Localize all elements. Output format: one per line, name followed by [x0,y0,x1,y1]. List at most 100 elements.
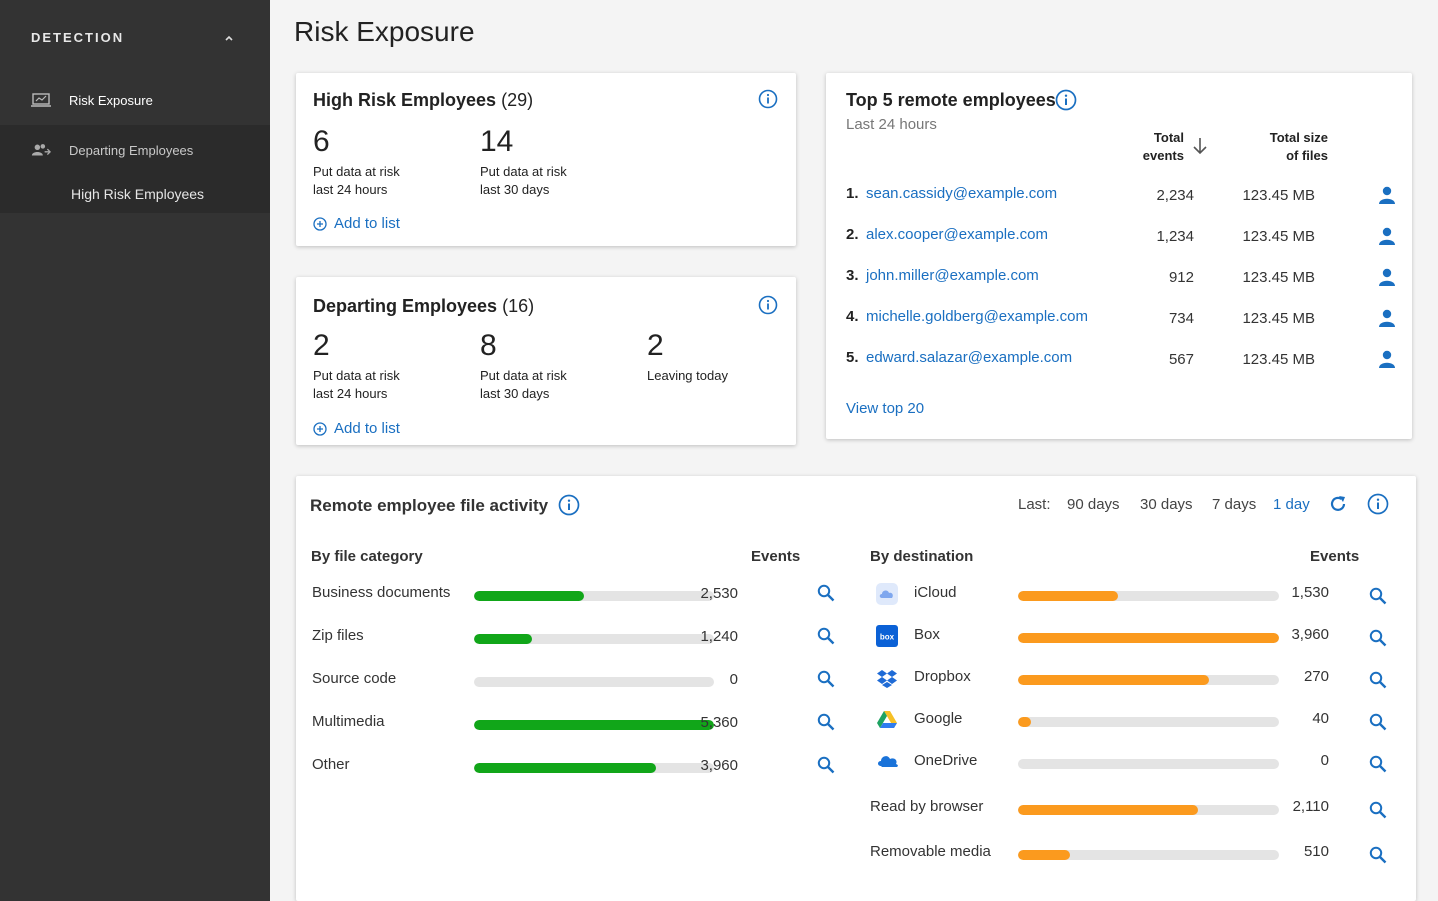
stat-label-line1: Put data at risk [313,164,400,179]
progress-bar-track [474,720,714,730]
destination-label: Removable media [870,843,991,860]
info-icon[interactable] [1367,493,1389,515]
user-icon[interactable] [1378,226,1396,246]
info-icon[interactable] [758,89,778,109]
row-events: 912 [1168,269,1194,286]
sidebar-item-label: Risk Exposure [69,92,153,108]
search-icon[interactable] [1369,755,1387,778]
stat-label: Put data at risk last 30 days [480,163,567,199]
sidebar-item-departing-employees[interactable]: Departing Employees [0,125,270,175]
info-icon[interactable] [558,494,580,516]
range-90-days[interactable]: 90 days [1067,496,1120,513]
search-icon[interactable] [817,584,835,607]
search-icon[interactable] [1369,671,1387,694]
search-icon[interactable] [817,713,835,736]
card-title: Top 5 remote employees [846,90,1056,110]
event-count: 3,960 [1291,626,1329,643]
row-rank: 5. [846,349,859,366]
col-header-total-size[interactable]: Total size of files [1246,129,1328,165]
employee-email-link[interactable]: alex.cooper@example.com [866,226,1048,243]
user-icon[interactable] [1378,349,1396,369]
search-icon[interactable] [817,670,835,693]
arrow-down-icon[interactable] [1192,137,1208,155]
row-rank: 3. [846,267,859,284]
info-icon[interactable] [1055,89,1077,111]
stat-label-line1: Put data at risk [480,368,567,383]
search-icon[interactable] [1369,713,1387,736]
stat-label-line2: last 24 hours [313,182,388,197]
range-1-day[interactable]: 1 day [1273,496,1310,513]
range-7-days[interactable]: 7 days [1212,496,1257,513]
range-30-days[interactable]: 30 days [1140,496,1193,513]
box-icon: box [876,625,898,647]
info-icon[interactable] [758,295,778,315]
col-header-line1: Total [1153,130,1184,145]
search-icon[interactable] [817,756,835,779]
add-to-list-label: Add to list [334,215,400,232]
remote-file-activity-card: Remote employee file activity Last: 90 d… [296,476,1416,901]
progress-bar-fill [474,591,584,601]
destination-label: Google [914,710,963,727]
event-count: 40 [1312,710,1329,727]
row-size: 123.45 MB [1242,187,1315,204]
sidebar-item-risk-exposure[interactable]: Risk Exposure [0,75,270,125]
row-rank: 4. [846,308,859,325]
row-rank: 1. [846,185,859,202]
card-title-text: Remote employee file activity [310,496,549,515]
event-count: 1,530 [1291,584,1329,601]
employee-email-link[interactable]: john.miller@example.com [866,267,1039,284]
category-label: Other [312,756,350,773]
by-destination-heading: By destination [870,548,974,565]
dropbox-icon [876,667,898,689]
sidebar: DETECTION Risk Exposure Departing Employ… [0,0,270,901]
progress-bar-track [474,763,714,773]
progress-bar-fill [1018,675,1209,685]
event-count: 270 [1303,668,1329,685]
search-icon[interactable] [817,627,835,650]
row-size: 123.45 MB [1242,228,1315,245]
progress-bar-fill [1018,591,1118,601]
search-icon[interactable] [1369,629,1387,652]
search-icon[interactable] [1369,801,1387,824]
chevron-up-icon[interactable] [224,33,234,43]
user-icon[interactable] [1378,267,1396,287]
table-row: 4. michelle.goldberg@example.com 734 123… [846,308,1396,332]
user-icon[interactable] [1378,308,1396,328]
progress-bar-fill [474,720,714,730]
top5-remote-employees-card: Top 5 remote employees Last 24 hours Tot… [826,73,1412,439]
add-to-list-link[interactable]: Add to list [313,215,400,232]
col-header-line2: events [1142,148,1184,163]
progress-bar-track [1018,591,1279,601]
card-title-text: High Risk Employees [313,90,497,110]
table-row: 2. alex.cooper@example.com 1,234 123.45 … [846,226,1396,250]
event-count: 2,530 [700,585,738,602]
events-heading: Events [1310,548,1360,565]
row-rank: 2. [846,226,859,243]
view-top-20-link[interactable]: View top 20 [846,400,925,417]
event-count: 2,110 [1292,798,1329,815]
category-label: Zip files [312,627,364,644]
sidebar-section-detection[interactable]: DETECTION [0,0,270,75]
employee-email-link[interactable]: edward.salazar@example.com [866,349,1073,366]
search-icon[interactable] [1369,587,1387,610]
laptop-chart-icon [31,90,51,110]
sidebar-subitem-high-risk-employees[interactable]: High Risk Employees [0,175,270,213]
refresh-icon[interactable] [1328,494,1348,514]
progress-bar-track [1018,759,1279,769]
stat-label-line1: Leaving today [647,368,728,383]
table-row: 3. john.miller@example.com 912 123.45 MB [846,267,1396,291]
progress-bar-track [474,634,714,644]
add-to-list-link[interactable]: Add to list [313,420,400,437]
col-header-total-events[interactable]: Total events [1132,129,1184,165]
employee-email-link[interactable]: michelle.goldberg@example.com [866,308,1088,325]
sidebar-item-label: Departing Employees [69,142,194,158]
progress-bar-fill [474,763,656,773]
search-icon[interactable] [1369,846,1387,869]
stat-label: Put data at risk last 30 days [480,367,567,403]
user-icon[interactable] [1378,185,1396,205]
onedrive-icon [876,751,898,773]
employee-email-link[interactable]: sean.cassidy@example.com [866,185,1058,202]
destination-label: iCloud [914,584,957,601]
row-events: 2,234 [1156,187,1194,204]
progress-bar-track [1018,633,1279,643]
